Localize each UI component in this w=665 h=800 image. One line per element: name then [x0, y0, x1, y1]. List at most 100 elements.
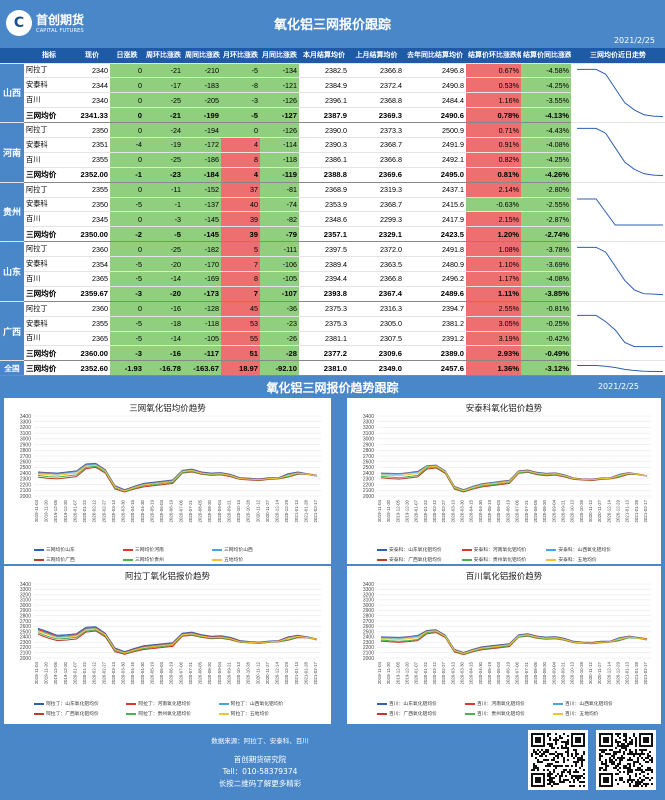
- cell-settle-yoy: -2.80%: [521, 182, 571, 198]
- report-date: 2021/2/25: [613, 36, 655, 45]
- wechat-qr-code[interactable]: [528, 730, 588, 790]
- cell-cur-settle: 2382.5: [299, 63, 349, 79]
- cell-week-change: -11: [144, 182, 183, 198]
- y-tick-label: 3300: [20, 420, 31, 426]
- cell-week-yoy: -194: [183, 122, 221, 138]
- y-tick-label: 3000: [20, 603, 31, 609]
- cell-month-yoy: -81: [260, 182, 299, 198]
- x-tick-label: 2020-09-04: [551, 661, 556, 684]
- x-tick-label: 2020-11-27: [265, 661, 270, 684]
- cell-week-yoy: -169: [183, 271, 221, 287]
- legend-label: 安泰科：山西氧化铝均价: [558, 548, 612, 553]
- x-tick-label: 2020-09-04: [551, 499, 556, 522]
- y-tick-label: 3100: [363, 598, 374, 604]
- legend-swatch-icon: [126, 712, 137, 715]
- x-tick-label: 2020-12-14: [606, 661, 611, 684]
- cell-month-yoy: -121: [260, 77, 299, 94]
- cell-settle-yoy: -4.13%: [521, 107, 571, 124]
- legend-item: 阿拉丁：河南氧化铝均价: [126, 700, 191, 707]
- trend-sparkline: [577, 68, 664, 117]
- cell-day-change: -1: [110, 167, 144, 183]
- trend-chart-panel: 百川氧化铝报价趋势 2000 2100 2200 2300 2400 2500 2600 270…: [347, 566, 661, 724]
- header-col-month-yoy: 月同比涨跌: [260, 48, 299, 64]
- price-table: 指标 现价 日涨跌 周环比涨跌 周同比涨跌 月环比涨跌 月同比涨跌 本月结算均价 上月结算均价去…: [0, 48, 665, 377]
- cell-ly-settle: 2490.8: [404, 77, 466, 94]
- cell-cur-settle: 2396.1: [299, 92, 349, 109]
- series-line: [37, 466, 318, 493]
- cell-price: 2355: [74, 152, 110, 168]
- y-tick-label: 2400: [363, 471, 374, 477]
- cell-price: 2355: [74, 316, 110, 332]
- legend-swatch-icon: [553, 702, 563, 705]
- legend-swatch-icon: [34, 558, 44, 561]
- cell-cur-settle: 2384.9: [299, 77, 349, 94]
- cell-month-yoy: -74: [260, 197, 299, 213]
- cell-day-change: -3: [110, 345, 144, 362]
- header-col-indicator: 指标: [24, 48, 74, 64]
- legend-swatch-icon: [377, 702, 387, 705]
- x-tick-label: 2020-12-29: [615, 661, 620, 684]
- x-tick-label: 2020-09-21: [560, 499, 565, 522]
- legend-swatch-icon: [553, 712, 563, 715]
- row-source-name: 安泰科: [24, 77, 74, 94]
- x-tick-label: 2020-03-13: [450, 499, 455, 522]
- legend-swatch-icon: [212, 558, 222, 561]
- cell-settle-yoy: -0.49%: [521, 345, 571, 362]
- y-tick-label: 2300: [20, 477, 31, 483]
- x-tick-label: 2019-12-05: [53, 499, 58, 522]
- row-source-name: 阿拉丁: [24, 241, 74, 258]
- y-tick-label: 2200: [20, 482, 31, 488]
- row-source-name: 三网均价: [24, 286, 74, 302]
- x-tick-label: 2019-12-20: [405, 661, 410, 684]
- y-tick-label: 2800: [20, 614, 31, 620]
- cell-month-change: 8: [221, 271, 260, 287]
- table-row: 三网均价 2359.67 -3 -20 -173 7 -107 2393.8 2367.4 248…: [0, 286, 665, 302]
- cell-week-change: -21: [144, 63, 183, 79]
- header-col-month: 月环比涨跌: [221, 48, 260, 64]
- legend-swatch-icon: [218, 702, 229, 705]
- x-tick-label: 2020-11-27: [597, 661, 602, 684]
- cell-settle-mom: 0.71%: [466, 122, 521, 138]
- y-tick-label: 2600: [20, 460, 31, 466]
- x-tick-label: 2020-04-15: [130, 499, 135, 522]
- cell-price: 2350.00: [74, 226, 110, 243]
- cell-settle-mom: 0.67%: [466, 63, 521, 79]
- cell-cur-settle: 2397.5: [299, 241, 349, 258]
- cell-month-change: 53: [221, 316, 260, 332]
- cell-settle-mom: 2.55%: [466, 301, 521, 317]
- cell-day-change: 0: [110, 92, 144, 109]
- legend-swatch-icon: [377, 558, 387, 561]
- cell-price: 2360.00: [74, 345, 110, 362]
- x-tick-label: 2020-11-27: [265, 499, 270, 522]
- cell-week-change: -16.78: [144, 360, 183, 377]
- header-col-price: 现价: [74, 48, 110, 64]
- row-source-name: 阿拉丁: [24, 122, 74, 138]
- trend-chart-panel: 阿拉丁氧化铝报价趋势 2000 2100 2200 2300 2400 2500 2600 27…: [4, 566, 331, 724]
- header-col-day: 日涨跌: [110, 48, 144, 64]
- x-tick-label: 2020-11-12: [588, 661, 593, 684]
- row-source-name: 三网均价: [24, 107, 74, 124]
- legend-item: 三网均价河南: [123, 546, 164, 553]
- trend-sparkline-cell: [571, 122, 665, 183]
- cell-month-yoy: -28: [260, 345, 299, 362]
- header-col-week: 周环比涨跌: [144, 48, 183, 64]
- x-tick-label: 2020-09-21: [226, 661, 231, 684]
- cell-ly-settle: 2480.9: [404, 256, 466, 272]
- x-tick-label: 2020-10-28: [579, 661, 584, 684]
- cell-week-change: -20: [144, 256, 183, 272]
- x-tick-label: 2020-11-12: [255, 661, 260, 684]
- y-tick-label: 2500: [363, 629, 374, 635]
- legend-label: 百川：贵州氧化铝均价: [477, 712, 525, 717]
- x-tick-label: 2020-10-13: [236, 499, 241, 522]
- y-tick-label: 3400: [20, 414, 31, 420]
- cell-cur-settle: 2390.3: [299, 137, 349, 153]
- legend-item: 阿拉丁：五地均价: [218, 710, 269, 717]
- x-tick-label: 2020-01-22: [423, 661, 428, 684]
- x-tick-label: 2021-01-28: [634, 499, 639, 522]
- y-tick-label: 3400: [363, 582, 374, 588]
- x-tick-label: 2020-12-29: [284, 661, 289, 684]
- x-tick-label: 2020-04-30: [140, 661, 145, 684]
- y-tick-label: 2700: [20, 454, 31, 460]
- app-qr-code[interactable]: [596, 730, 656, 790]
- table-row: 百川 2345 0 -3 -145 39 -82 2348.6 2299.3 2417.9 2.15…: [0, 211, 665, 228]
